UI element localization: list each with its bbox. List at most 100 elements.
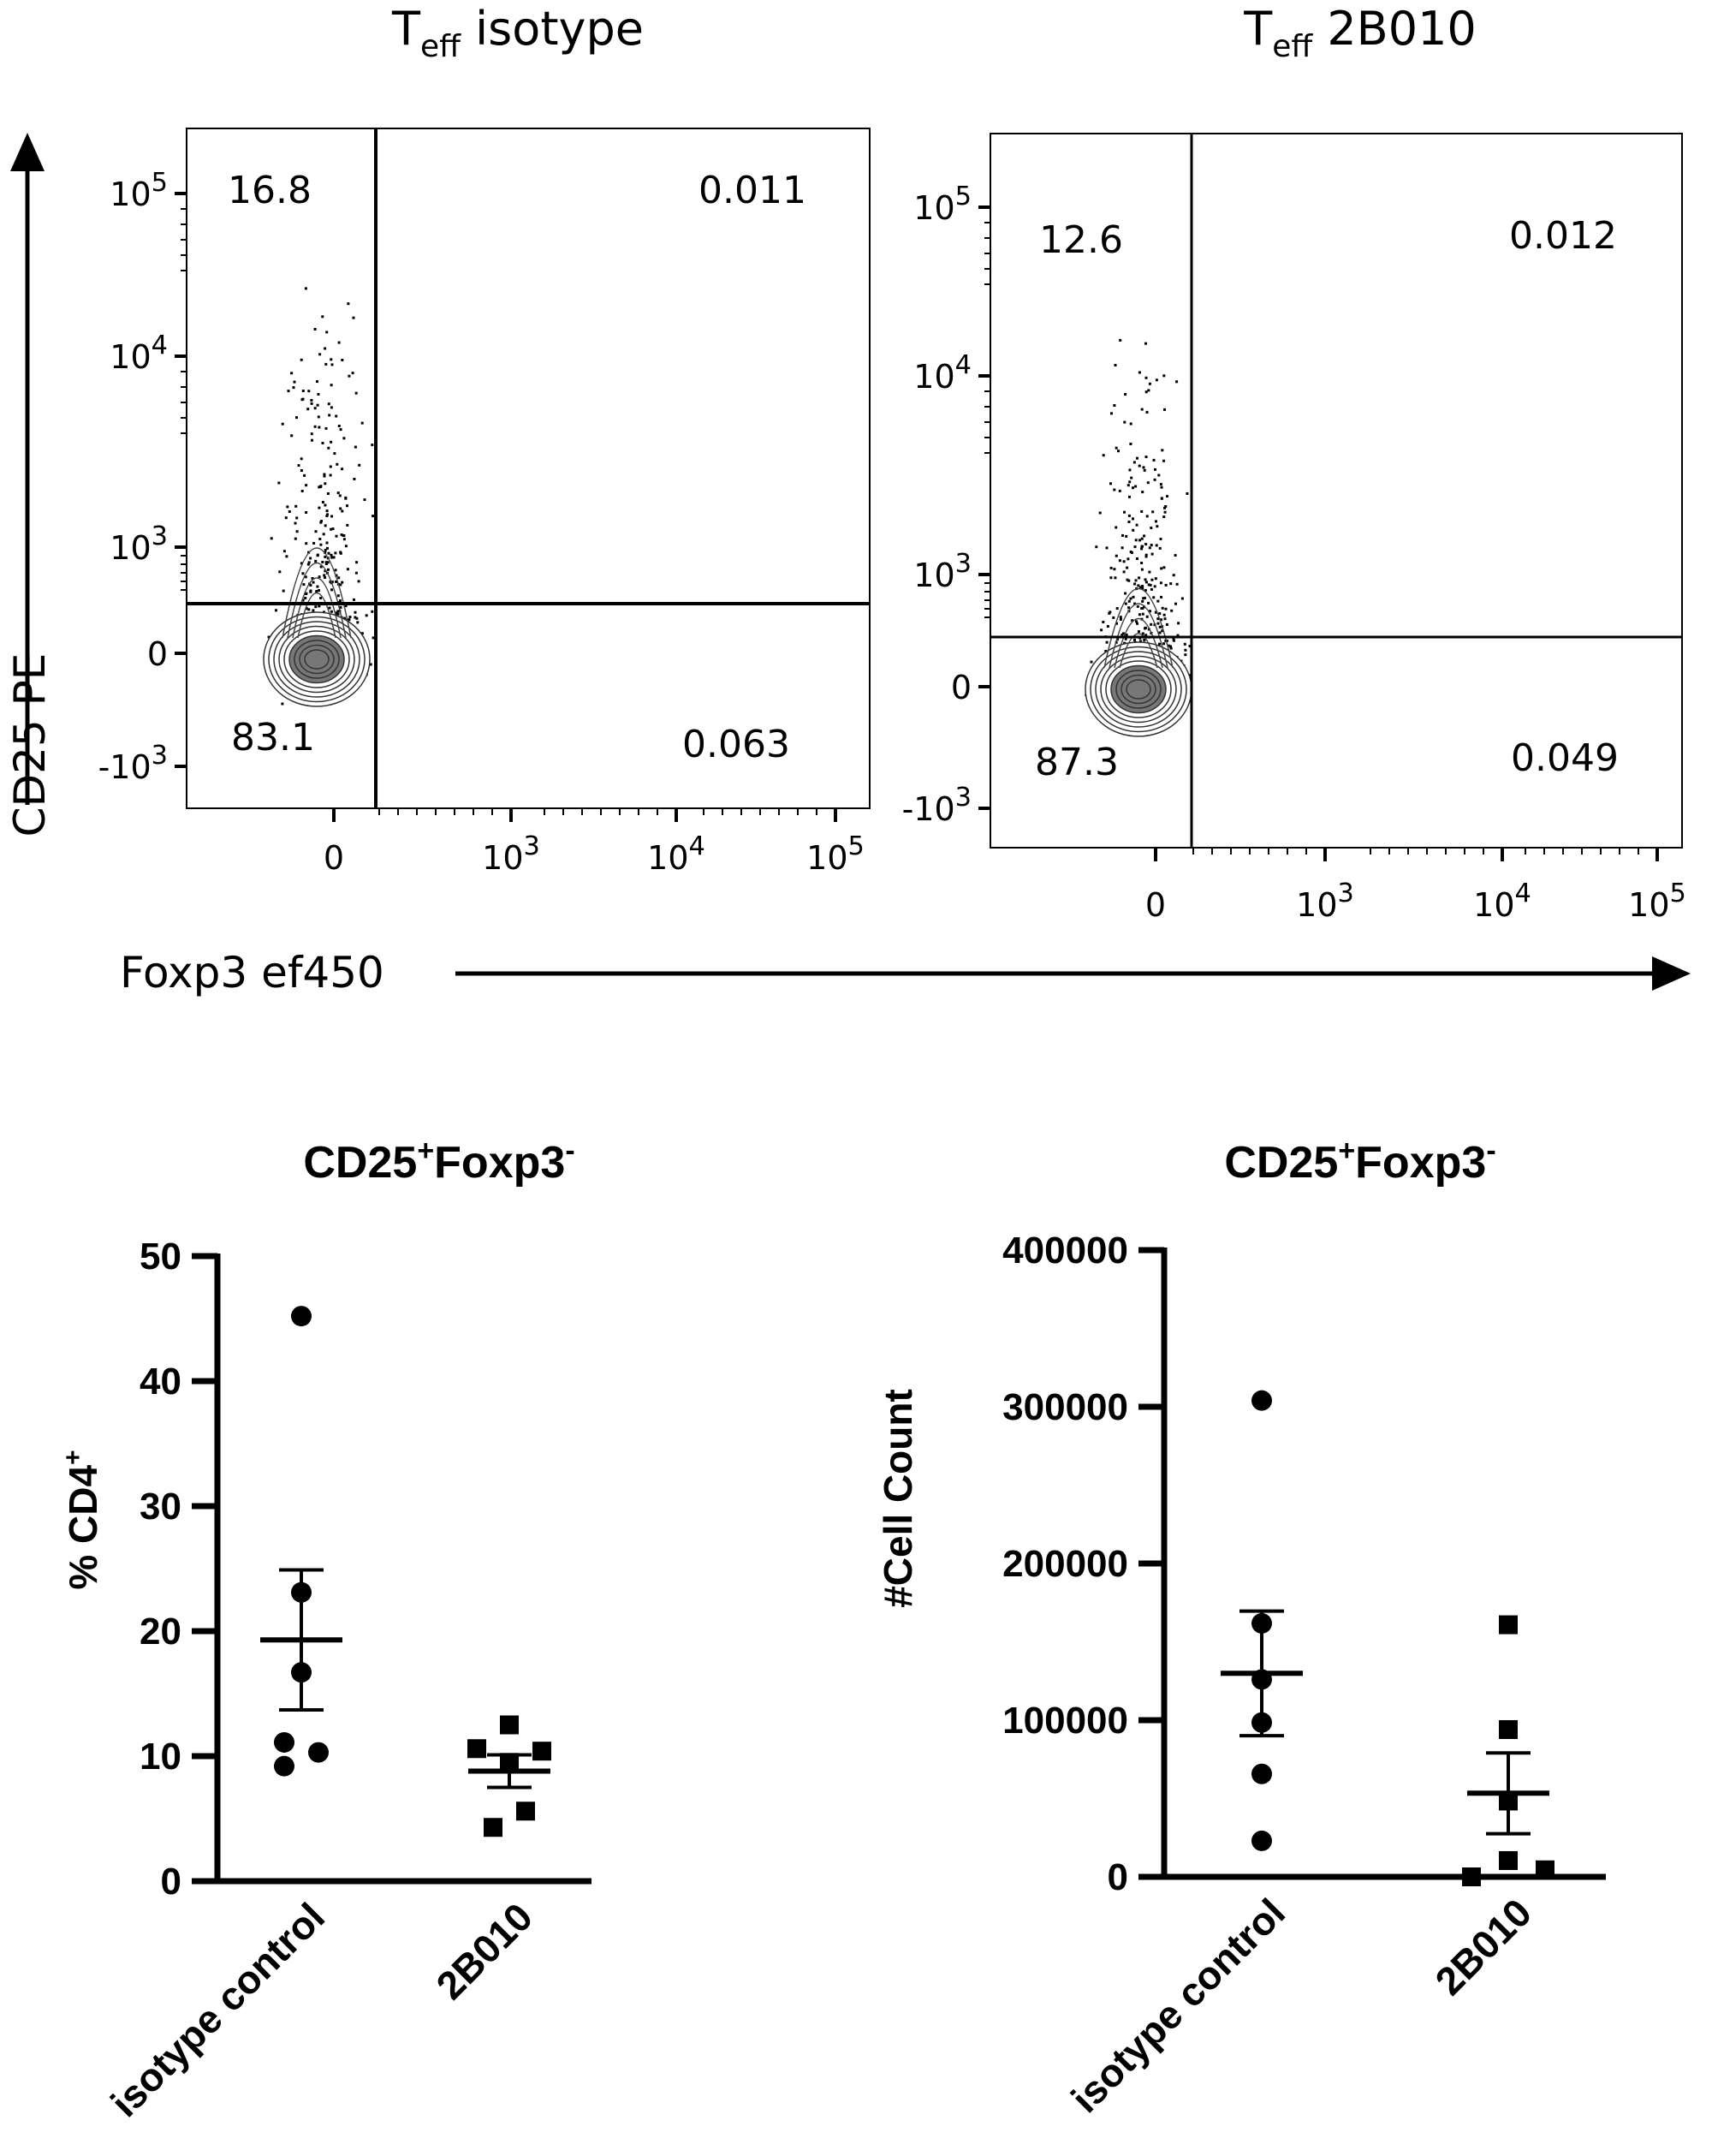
event-dot bbox=[313, 328, 317, 331]
y-tick-label: 100000 bbox=[1002, 1700, 1128, 1742]
y-tick-label: 30 bbox=[140, 1486, 181, 1528]
event-dot bbox=[1160, 485, 1163, 489]
data-point bbox=[274, 1755, 294, 1777]
event-dot bbox=[342, 538, 346, 541]
event-dot bbox=[306, 563, 310, 566]
event-dot bbox=[1162, 374, 1166, 378]
event-dot bbox=[324, 555, 327, 558]
event-dot bbox=[1176, 634, 1180, 637]
event-dot bbox=[1143, 596, 1146, 599]
event-dot bbox=[1184, 653, 1187, 657]
event-dot bbox=[369, 663, 372, 666]
event-dot bbox=[1156, 525, 1159, 528]
event-dot bbox=[1121, 632, 1125, 635]
tick-base: 10 bbox=[1473, 886, 1514, 924]
event-dot bbox=[305, 511, 308, 514]
event-dot bbox=[1140, 568, 1144, 571]
event-dot bbox=[1141, 545, 1144, 548]
tick-base: 10 bbox=[913, 189, 954, 227]
event-dot bbox=[1175, 582, 1179, 586]
tick-base: 10 bbox=[110, 176, 151, 213]
event-dot bbox=[1144, 578, 1147, 581]
event-dot bbox=[1175, 380, 1179, 384]
event-dot bbox=[1114, 576, 1117, 580]
event-dot bbox=[353, 478, 356, 480]
x-axis-label: Foxp3 ef450 bbox=[120, 948, 384, 998]
event-dot bbox=[339, 599, 342, 603]
event-dot bbox=[1138, 640, 1142, 643]
tick-label: 103 bbox=[913, 549, 972, 594]
event-dot bbox=[1144, 588, 1147, 592]
event-dot bbox=[344, 605, 348, 608]
tick-base: 10 bbox=[806, 839, 847, 877]
event-dot bbox=[1090, 660, 1093, 664]
event-dot bbox=[1149, 583, 1152, 587]
event-dot bbox=[353, 598, 355, 601]
event-dot bbox=[1141, 599, 1144, 603]
event-dot bbox=[1160, 567, 1163, 570]
event-dot bbox=[1119, 618, 1122, 621]
event-dot bbox=[371, 610, 374, 613]
event-dot bbox=[288, 510, 291, 513]
event-dot bbox=[1160, 618, 1163, 622]
event-dot bbox=[321, 501, 324, 503]
event-dot bbox=[1138, 464, 1141, 468]
data-point bbox=[516, 1802, 535, 1821]
event-dot bbox=[1109, 576, 1113, 580]
event-dot bbox=[340, 533, 343, 536]
event-dot bbox=[282, 589, 285, 593]
event-dot bbox=[1132, 517, 1134, 521]
quadrant-upper-right: 0.011 bbox=[698, 169, 806, 212]
data-point bbox=[1536, 1860, 1554, 1879]
event-dot bbox=[1105, 546, 1109, 550]
event-dot bbox=[325, 515, 329, 517]
event-dot bbox=[335, 574, 338, 577]
event-dot bbox=[304, 287, 307, 290]
event-dot bbox=[305, 593, 307, 595]
tick-base: 10 bbox=[647, 839, 688, 877]
quadrant-upper-left: 16.8 bbox=[228, 169, 312, 212]
density-contour bbox=[292, 577, 342, 639]
tick-label: -103 bbox=[98, 741, 168, 786]
event-dot bbox=[330, 406, 333, 409]
event-dot bbox=[1127, 606, 1131, 610]
event-dot bbox=[1126, 484, 1130, 487]
event-dot bbox=[300, 562, 303, 565]
event-dot bbox=[351, 372, 354, 375]
event-dot bbox=[1150, 552, 1154, 556]
event-dot bbox=[1159, 483, 1162, 486]
event-dot bbox=[372, 515, 375, 518]
tick-exponent: 3 bbox=[1338, 878, 1354, 908]
dot-plot-count: CD25+Foxp3- #Cell Count 0 100000 200000 30000… bbox=[876, 1135, 1606, 2121]
event-dot bbox=[330, 384, 333, 387]
event-dot bbox=[1098, 511, 1102, 515]
event-dot bbox=[1124, 637, 1127, 640]
event-dot bbox=[1161, 449, 1164, 452]
quadrant-lower-left: 83.1 bbox=[231, 716, 315, 759]
event-dot bbox=[1156, 617, 1160, 621]
tick-exponent: 3 bbox=[955, 549, 972, 579]
event-dot bbox=[1162, 566, 1166, 569]
event-dot bbox=[318, 353, 322, 356]
event-dot bbox=[324, 362, 328, 366]
tick-label: 103 bbox=[110, 521, 168, 567]
event-dot bbox=[1106, 625, 1109, 628]
event-dot bbox=[290, 372, 294, 375]
event-dot bbox=[318, 485, 321, 489]
y-axis-label-text: % CD4 bbox=[61, 1465, 105, 1590]
event-dot bbox=[1144, 376, 1148, 379]
y-tick-label: 0 bbox=[161, 1861, 181, 1903]
event-dot bbox=[1162, 642, 1166, 646]
event-dot bbox=[330, 363, 334, 366]
event-dot bbox=[281, 422, 284, 426]
event-dot bbox=[332, 556, 336, 559]
event-dot bbox=[1150, 622, 1153, 626]
event-dot bbox=[1150, 587, 1153, 591]
event-dot bbox=[314, 605, 318, 609]
data-point bbox=[1251, 1830, 1272, 1851]
event-dot bbox=[1136, 456, 1138, 460]
data-point bbox=[308, 1742, 329, 1763]
event-dot bbox=[319, 565, 323, 569]
event-dot bbox=[281, 702, 284, 706]
